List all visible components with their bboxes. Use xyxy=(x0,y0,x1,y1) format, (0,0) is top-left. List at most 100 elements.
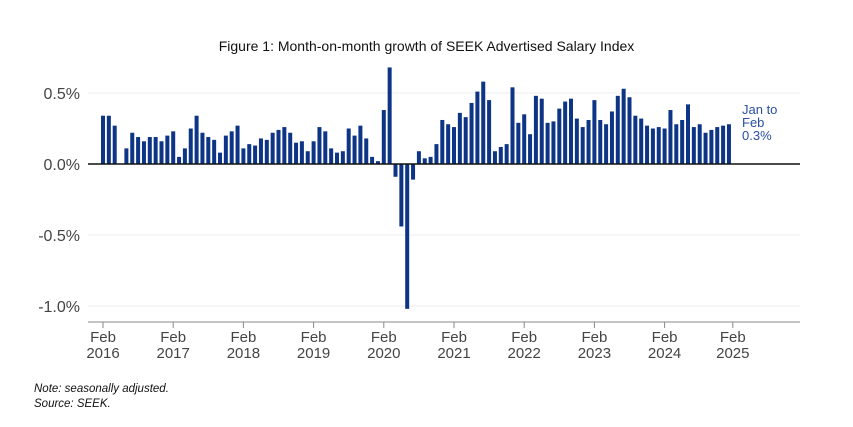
bar xyxy=(434,144,439,164)
bar xyxy=(101,115,105,164)
x-tick-month: Feb xyxy=(581,329,607,346)
bar xyxy=(171,131,176,164)
bar xyxy=(399,164,404,227)
bar xyxy=(264,139,269,164)
x-tick-year: 2021 xyxy=(437,345,470,362)
bar xyxy=(223,135,228,164)
bar xyxy=(270,132,275,164)
bar xyxy=(323,131,328,164)
bar xyxy=(165,135,170,164)
bar xyxy=(457,112,462,164)
bar xyxy=(440,119,445,164)
bar xyxy=(335,152,339,164)
bar xyxy=(592,100,597,164)
bar xyxy=(387,67,392,164)
bar xyxy=(703,132,708,164)
bar xyxy=(329,148,334,164)
bar xyxy=(522,114,527,164)
bar xyxy=(463,117,468,164)
x-tick-year: 2022 xyxy=(508,345,541,362)
bar xyxy=(381,110,386,164)
bar xyxy=(545,122,550,164)
bar xyxy=(206,137,211,164)
bar xyxy=(346,128,351,164)
bar xyxy=(317,127,322,164)
x-tick-month: Feb xyxy=(371,329,397,346)
bar xyxy=(621,88,626,164)
bar xyxy=(475,91,480,164)
y-tick-label: 0.0% xyxy=(44,157,80,174)
bar xyxy=(411,164,416,180)
note-seasonal: Note: seasonally adjusted. xyxy=(34,383,169,395)
x-tick-month: Feb xyxy=(230,329,256,346)
bar xyxy=(662,128,667,164)
bar xyxy=(674,124,679,164)
bar xyxy=(580,127,585,164)
bar xyxy=(709,129,714,164)
bar xyxy=(182,148,187,164)
bar xyxy=(510,87,515,164)
x-tick-year: 2017 xyxy=(157,345,190,362)
bar xyxy=(481,81,486,164)
x-tick-month: Feb xyxy=(301,329,327,346)
bar xyxy=(639,118,644,164)
bar xyxy=(668,110,673,164)
chart-title: Figure 1: Month-on-month growth of SEEK … xyxy=(218,38,635,54)
x-tick-month: Feb xyxy=(90,329,116,346)
bar xyxy=(492,151,497,164)
y-tick-label: -1.0% xyxy=(38,299,80,316)
bar xyxy=(212,139,217,164)
bar xyxy=(428,156,433,164)
x-tick-year: 2020 xyxy=(367,345,400,362)
bar xyxy=(680,119,685,164)
bar xyxy=(650,128,655,164)
bar xyxy=(141,141,146,164)
bar xyxy=(604,124,609,164)
bar xyxy=(241,148,246,164)
bar xyxy=(569,98,573,164)
y-tick-label: 0.5% xyxy=(44,86,80,103)
bar xyxy=(194,115,199,164)
bar xyxy=(352,135,357,164)
bar xyxy=(106,115,111,164)
bar xyxy=(253,145,258,164)
bar xyxy=(282,127,287,164)
note-source: Source: SEEK. xyxy=(34,398,111,410)
bar xyxy=(504,144,509,164)
bar xyxy=(375,161,380,164)
x-tick-month: Feb xyxy=(511,329,537,346)
bar xyxy=(686,104,690,164)
bar xyxy=(469,102,474,164)
bar xyxy=(370,156,375,164)
bar xyxy=(574,118,579,164)
bar xyxy=(188,128,193,164)
bar xyxy=(405,164,410,309)
bar xyxy=(446,124,451,164)
x-tick-year: 2016 xyxy=(86,345,119,362)
bar xyxy=(393,164,398,177)
bar xyxy=(288,132,293,164)
x-tick-year: 2018 xyxy=(227,345,260,362)
bar xyxy=(516,122,521,164)
bar xyxy=(691,127,696,164)
x-tick-month: Feb xyxy=(441,329,467,346)
x-tick-month: Feb xyxy=(652,329,678,346)
y-tick-label: -0.5% xyxy=(38,228,80,245)
x-tick-year: 2019 xyxy=(297,345,330,362)
bar xyxy=(416,151,421,164)
bar xyxy=(487,100,492,164)
bar xyxy=(551,121,556,164)
bar xyxy=(358,125,363,164)
x-tick-year: 2024 xyxy=(648,345,681,362)
bar xyxy=(726,124,731,164)
bar xyxy=(533,95,538,164)
x-tick-year: 2025 xyxy=(716,345,749,362)
bar xyxy=(299,141,304,164)
bar xyxy=(229,131,234,164)
bar xyxy=(498,146,503,164)
bar xyxy=(311,141,316,164)
bar xyxy=(656,127,661,164)
bar xyxy=(615,95,620,164)
bar xyxy=(715,127,720,164)
